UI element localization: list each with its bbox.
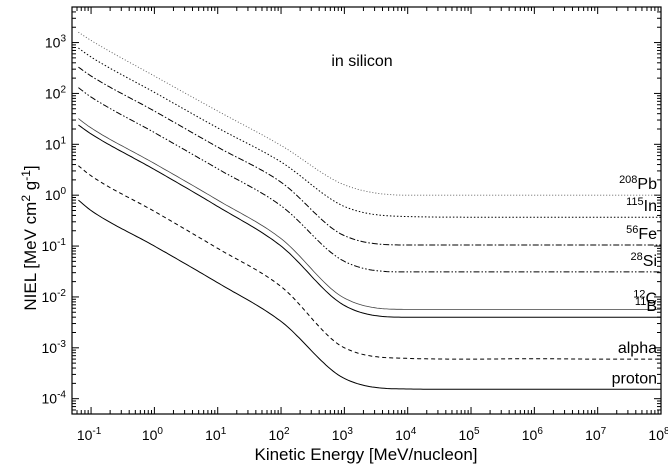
y-tick-label: 103 bbox=[45, 34, 67, 51]
series-line-si bbox=[78, 87, 661, 273]
x-tick-label: 106 bbox=[522, 426, 544, 443]
series-line-proton bbox=[78, 199, 661, 390]
x-tick-label: 103 bbox=[332, 426, 354, 443]
x-axis-title: Kinetic Energy [MeV/nucleon] bbox=[254, 445, 477, 464]
series-label-proton: proton bbox=[612, 370, 657, 387]
x-tick-label: 108 bbox=[648, 426, 668, 443]
series-line-fe bbox=[78, 66, 661, 246]
x-tick-label: 100 bbox=[142, 426, 164, 443]
x-tick-label: 10-1 bbox=[77, 426, 102, 443]
series-lines bbox=[78, 31, 661, 390]
series-label-b: 11B bbox=[635, 296, 657, 315]
series-label-alpha: alpha bbox=[618, 340, 657, 357]
series-line-b bbox=[78, 124, 661, 318]
series-line-alpha bbox=[78, 165, 661, 360]
series-label-pb: 208Pb bbox=[619, 174, 657, 193]
x-tick-label: 101 bbox=[205, 426, 227, 443]
series-label-c: 12C bbox=[633, 288, 657, 307]
series-line-in bbox=[78, 47, 661, 218]
x-tick-label: 105 bbox=[458, 426, 480, 443]
x-tick-label: 104 bbox=[395, 426, 417, 443]
series-label-si: 28Si bbox=[631, 251, 657, 270]
x-tick-label: 107 bbox=[585, 426, 607, 443]
y-tick-label: 102 bbox=[45, 84, 67, 101]
series-line-c bbox=[78, 118, 661, 310]
y-tick-label: 10-2 bbox=[42, 288, 67, 305]
y-tick-label: 10-4 bbox=[42, 390, 67, 407]
chart-annotation: in silicon bbox=[331, 53, 392, 70]
x-tick-label: 102 bbox=[268, 426, 290, 443]
y-axis-title: NIEL [MeV cm2 g-1] bbox=[19, 165, 40, 310]
y-tick-label: 10-3 bbox=[42, 339, 67, 356]
y-tick-label: 100 bbox=[45, 186, 67, 203]
axis-ticks: 10-1 100 101 102 103 104 105 106 107 108 10-4 10-3 1… bbox=[42, 6, 668, 443]
series-label-fe: 56Fe bbox=[626, 224, 657, 243]
y-tick-label: 101 bbox=[45, 135, 67, 152]
y-tick-label: 10-1 bbox=[42, 237, 67, 254]
series-label-in: 115In bbox=[626, 196, 657, 215]
series-line-pb bbox=[78, 31, 661, 196]
